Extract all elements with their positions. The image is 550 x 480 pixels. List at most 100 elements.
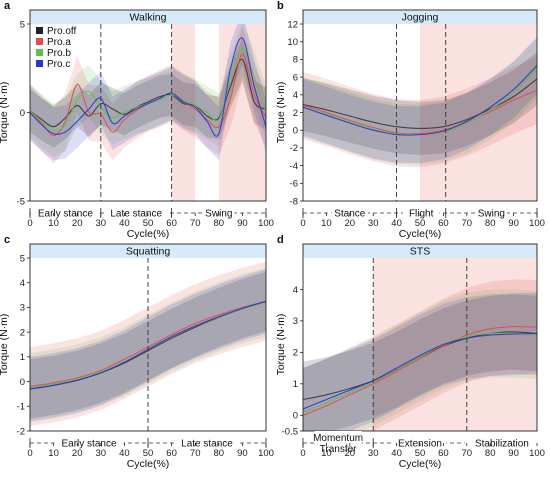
series-band-pro-c [30, 24, 266, 161]
x-tick-label: 80 [214, 218, 225, 229]
y-tick-label: -6 [290, 179, 298, 190]
y-tick-label: 0 [20, 108, 25, 119]
series-band-pro-off [30, 271, 266, 419]
panel-title: Jogging [402, 12, 439, 24]
x-tick-label: 20 [72, 448, 83, 459]
series-band-pro-b [303, 289, 537, 431]
y-tick-label: -2 [290, 143, 298, 154]
x-tick-label: 0 [300, 218, 305, 229]
panel-title-banner [30, 10, 266, 24]
x-tick-label: 20 [72, 218, 83, 229]
series-band-pro-a [30, 25, 266, 164]
series-line-pro-c [30, 37, 266, 137]
x-tick-label: 30 [368, 448, 379, 459]
x-tick-label: 0 [27, 448, 32, 459]
series-line-pro-c [303, 332, 537, 410]
x-tick-label: 60 [166, 218, 177, 229]
y-tick-label: 8 [293, 55, 298, 66]
y-tick-label: 5 [20, 253, 25, 264]
phase-label-bg [31, 206, 100, 219]
series-band-pro-b [303, 38, 537, 165]
x-tick-label: 100 [258, 218, 274, 229]
axes-frame [29, 243, 267, 432]
plot-area [303, 279, 537, 431]
panel-title-banner [303, 10, 537, 24]
phase-label-bg [54, 436, 124, 449]
shaded-region [171, 24, 196, 201]
x-tick-label: 10 [48, 448, 59, 459]
panel-label: b [277, 0, 284, 12]
x-tick-label: 90 [237, 218, 248, 229]
series-band-pro-c [303, 37, 537, 163]
x-tick-label: 90 [508, 218, 519, 229]
x-tick-label: 60 [166, 448, 177, 459]
legend-entry: Pro.a [47, 37, 71, 48]
series-band-pro-off [303, 294, 537, 431]
phase-label: Momentum Transfer [313, 433, 363, 455]
y-tick-label: 1 [20, 352, 25, 363]
series-band-pro-c [30, 269, 266, 422]
phase-label: Late stance [181, 439, 233, 450]
series-line-pro-off [30, 58, 266, 128]
panel-title: STS [410, 246, 430, 258]
x-tick-label: 100 [529, 448, 545, 459]
series-band-pro-a [30, 261, 266, 427]
x-tick-label: 70 [462, 448, 473, 459]
phase-label-bg [203, 206, 235, 219]
y-tick-label: 2 [20, 327, 25, 338]
shaded-region [420, 24, 537, 201]
x-tick-label: 70 [462, 218, 473, 229]
x-tick-label: 40 [391, 448, 402, 459]
phase-label-bg [314, 431, 362, 454]
y-tick-label: 10 [287, 37, 298, 48]
series-line-pro-b [303, 332, 537, 413]
y-tick-label: -4 [290, 161, 298, 172]
x-axis-label: Cycle(%) [127, 228, 170, 240]
legend-swatch [36, 60, 43, 67]
phase-label: Late stance [110, 209, 162, 220]
y-tick-label: 4 [293, 90, 298, 101]
phase-label: Early stance [38, 209, 93, 220]
legend-entry: Pro.b [47, 48, 71, 59]
x-tick-label: 50 [415, 448, 426, 459]
panel-title: Squatting [126, 246, 171, 258]
y-axis-label: Torque (N·m) [275, 82, 287, 144]
series-band-pro-a [303, 56, 537, 168]
phase-label-bg [331, 206, 368, 219]
y-tick-label: 0 [293, 411, 298, 422]
phase-label-bg [402, 206, 440, 219]
phase-label: Stabilization [475, 439, 529, 450]
y-tick-label: 1 [293, 379, 298, 390]
x-tick-label: 60 [438, 218, 449, 229]
x-tick-label: 40 [391, 218, 402, 229]
y-tick-label: 0 [293, 126, 298, 137]
x-tick-label: 20 [345, 218, 356, 229]
panel-title: Walking [130, 12, 167, 24]
x-tick-label: 40 [119, 218, 130, 229]
x-tick-label: 20 [345, 448, 356, 459]
shaded-region [218, 24, 266, 201]
phase-label-bg [175, 436, 239, 449]
phase-label: Early stance [61, 439, 116, 450]
y-tick-label: 3 [20, 303, 25, 314]
y-tick-label: 0 [20, 377, 25, 388]
y-tick-label: 5 [20, 19, 25, 30]
phase-label-bg [393, 436, 447, 449]
plot-area [30, 24, 266, 164]
x-tick-label: 0 [300, 448, 305, 459]
x-tick-label: 80 [214, 448, 225, 459]
series-band-pro-b [30, 267, 266, 423]
x-tick-label: 100 [529, 218, 545, 229]
x-tick-label: 40 [119, 448, 130, 459]
series-band-pro-off [303, 52, 537, 155]
y-tick-label: 12 [287, 19, 298, 30]
y-tick-label: -0.5 [282, 426, 298, 437]
y-tick-label: 6 [293, 72, 298, 83]
x-tick-label: 50 [143, 218, 154, 229]
legend-entry: Pro.off [47, 26, 76, 37]
x-axis-label: Cycle(%) [399, 228, 442, 240]
series-line-pro-a [303, 325, 537, 416]
panel-title-banner [30, 244, 266, 258]
y-tick-label: 2 [293, 108, 298, 119]
x-tick-label: 70 [190, 448, 201, 459]
